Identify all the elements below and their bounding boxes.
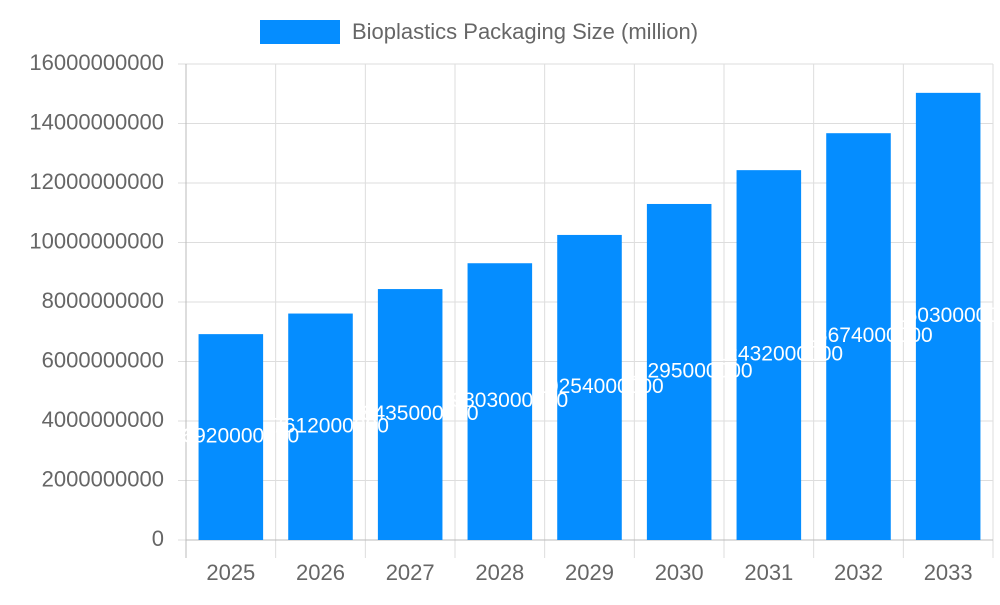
value-label: 9303000000 <box>451 389 568 412</box>
y-tick-label: 12000000000 <box>29 169 164 194</box>
y-tick-label: 16000000000 <box>29 50 164 75</box>
x-tick-label: 2027 <box>386 560 435 585</box>
legend-label: Bioplastics Packaging Size (million) <box>352 19 698 44</box>
bar <box>736 170 802 540</box>
y-tick-label: 2000000000 <box>42 466 164 491</box>
x-tick-label: 2028 <box>475 560 524 585</box>
value-label: 8435000000 <box>362 402 479 425</box>
y-tick-label: 0 <box>152 526 164 551</box>
bar <box>377 289 443 540</box>
value-label: 11295000000 <box>626 360 753 383</box>
y-tick-label: 14000000000 <box>29 109 164 134</box>
value-label: 10254000000 <box>535 375 663 398</box>
bar <box>198 334 264 540</box>
y-tick-label: 8000000000 <box>42 288 164 313</box>
x-tick-label: 2030 <box>655 560 704 585</box>
x-tick-label: 2029 <box>565 560 614 585</box>
value-label: 13674000000 <box>804 324 932 347</box>
x-tick-label: 2031 <box>744 560 793 585</box>
legend-swatch <box>260 20 340 44</box>
value-label: 6920000000 <box>182 425 299 448</box>
value-label: 7612000000 <box>272 414 389 437</box>
x-tick-label: 2033 <box>924 560 973 585</box>
y-tick-label: 6000000000 <box>42 347 164 372</box>
x-tick-label: 2025 <box>206 560 255 585</box>
y-tick-label: 4000000000 <box>42 407 164 432</box>
x-tick-label: 2026 <box>296 560 345 585</box>
bar <box>915 92 981 541</box>
value-label: 12432000000 <box>715 343 843 366</box>
value-label: 15030000000 <box>894 304 1000 327</box>
bar <box>467 263 533 540</box>
bar <box>826 133 891 541</box>
bar <box>288 313 353 540</box>
bar <box>557 234 622 541</box>
x-tick-label: 2032 <box>834 560 883 585</box>
bar <box>646 203 712 540</box>
y-tick-label: 10000000000 <box>29 228 164 253</box>
